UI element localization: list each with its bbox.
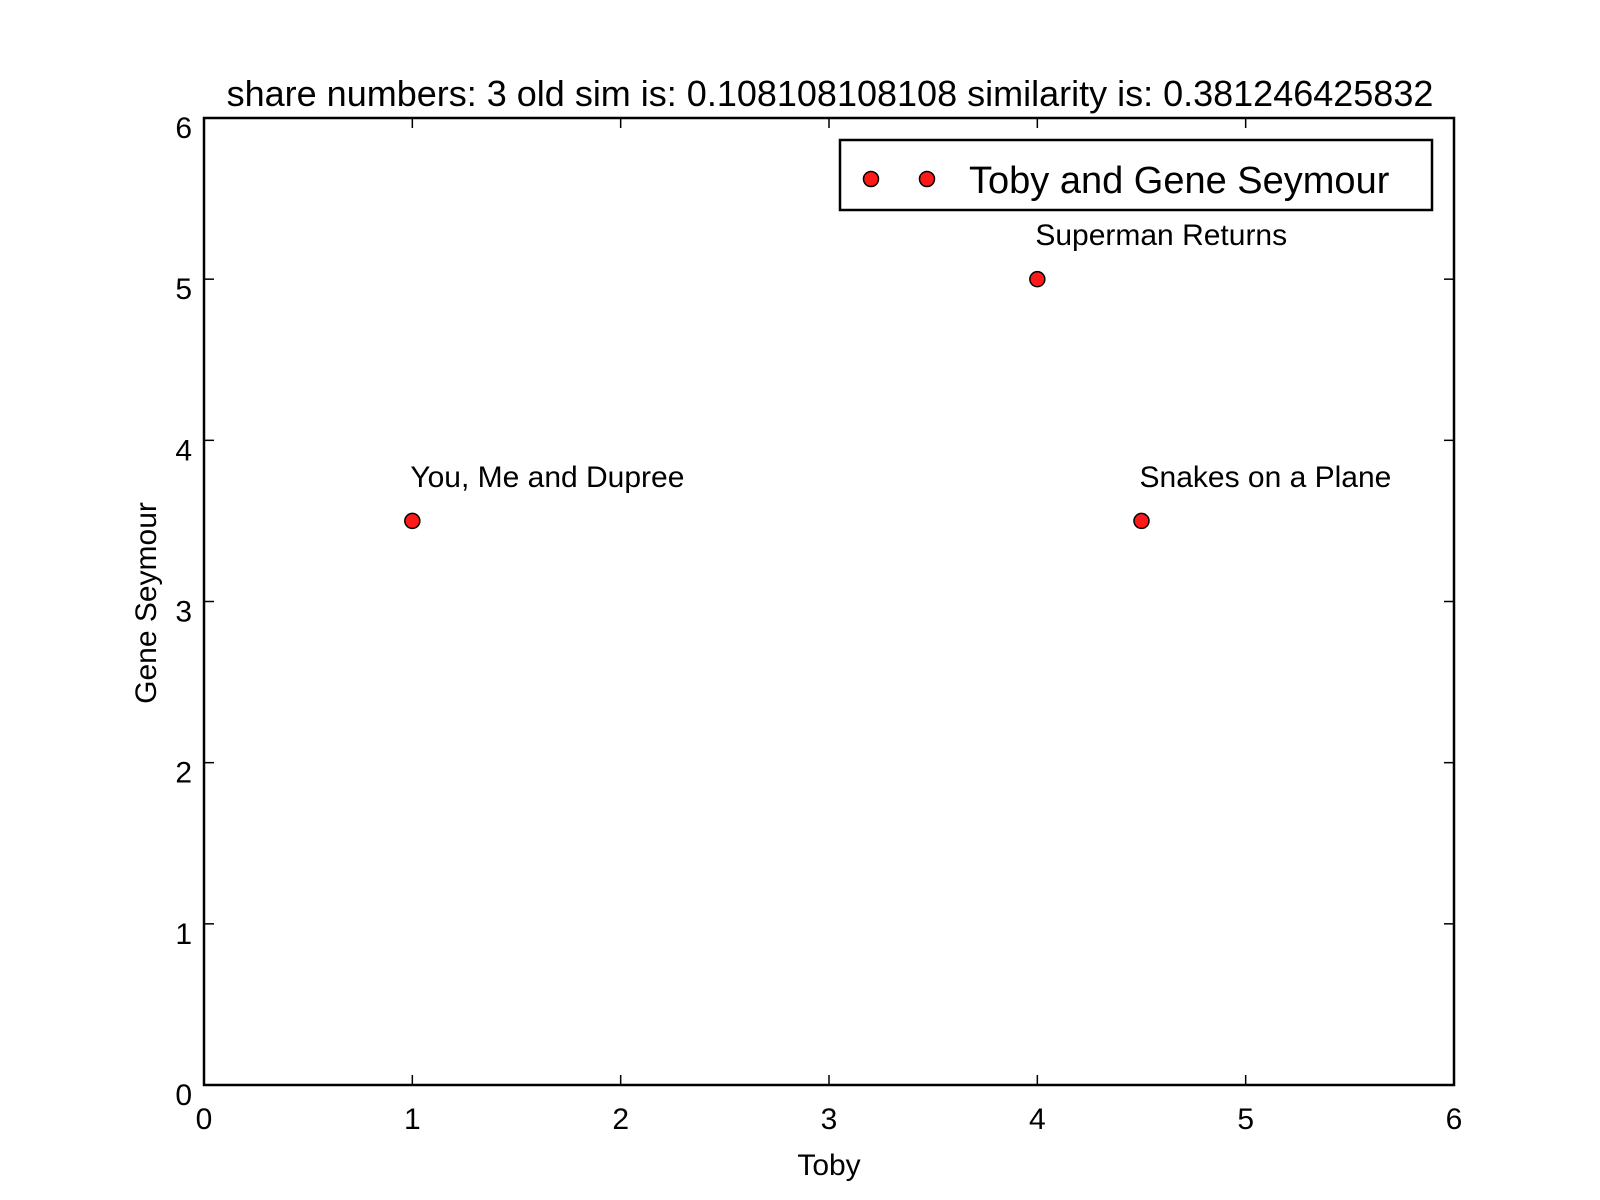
ticks-layer: 0 1 2 3 4 5 6 0 1 2 3 4 5 6 [175,112,1462,1136]
point-annotation: You, Me and Dupree [410,461,684,494]
x-axis-label: Toby [797,1149,860,1182]
data-point [1133,512,1150,530]
legend-marker [862,170,880,188]
point-annotation: Snakes on a Plane [1140,461,1392,494]
x-tick-label: 5 [1237,1103,1254,1136]
y-axis-label: Gene Seymour [130,502,163,704]
legend: Toby and Gene Seymour [838,138,1434,212]
y-tick-label: 0 [175,1079,192,1112]
points-layer: You, Me and Dupree Superman Returns Snakes… [404,219,1392,530]
data-point [404,512,421,530]
y-tick-label: 4 [175,434,192,467]
x-tick-label: 1 [404,1103,421,1136]
y-tick-label: 6 [175,112,192,145]
y-tick-label: 5 [175,273,192,306]
point-annotation: Superman Returns [1035,219,1287,252]
chart-title: share numbers: 3 old sim is: 0.108108108… [227,73,1434,114]
x-tick-label: 2 [612,1103,629,1136]
y-tick-label: 1 [175,918,192,951]
y-tick-label: 2 [175,757,192,790]
x-tick-label: 6 [1446,1103,1463,1136]
y-tick-label: 3 [175,596,192,629]
data-point [1029,270,1046,288]
x-tick-label: 0 [196,1103,213,1136]
legend-label: Toby and Gene Seymour [969,160,1390,202]
legend-box [838,138,1434,212]
x-tick-label: 4 [1029,1103,1046,1136]
x-tick-label: 3 [821,1103,838,1136]
plot-frame [202,116,1456,1087]
legend-marker [918,170,936,188]
